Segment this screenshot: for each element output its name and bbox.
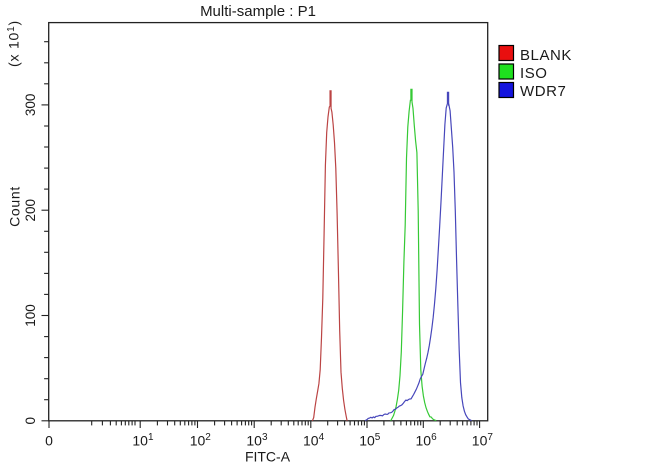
svg-text:WDR7: WDR7: [520, 83, 566, 100]
svg-text:BLANK: BLANK: [520, 47, 572, 64]
svg-text:200: 200: [23, 199, 38, 222]
svg-text:FITC-A: FITC-A: [245, 449, 291, 465]
svg-text:0: 0: [23, 417, 38, 425]
svg-text:0: 0: [45, 433, 53, 449]
svg-text:100: 100: [23, 304, 38, 327]
svg-text:300: 300: [23, 94, 38, 117]
svg-text:Multi-sample : P1: Multi-sample : P1: [200, 3, 316, 20]
svg-text:Count: Count: [7, 186, 23, 227]
svg-text:ISO: ISO: [520, 65, 548, 82]
